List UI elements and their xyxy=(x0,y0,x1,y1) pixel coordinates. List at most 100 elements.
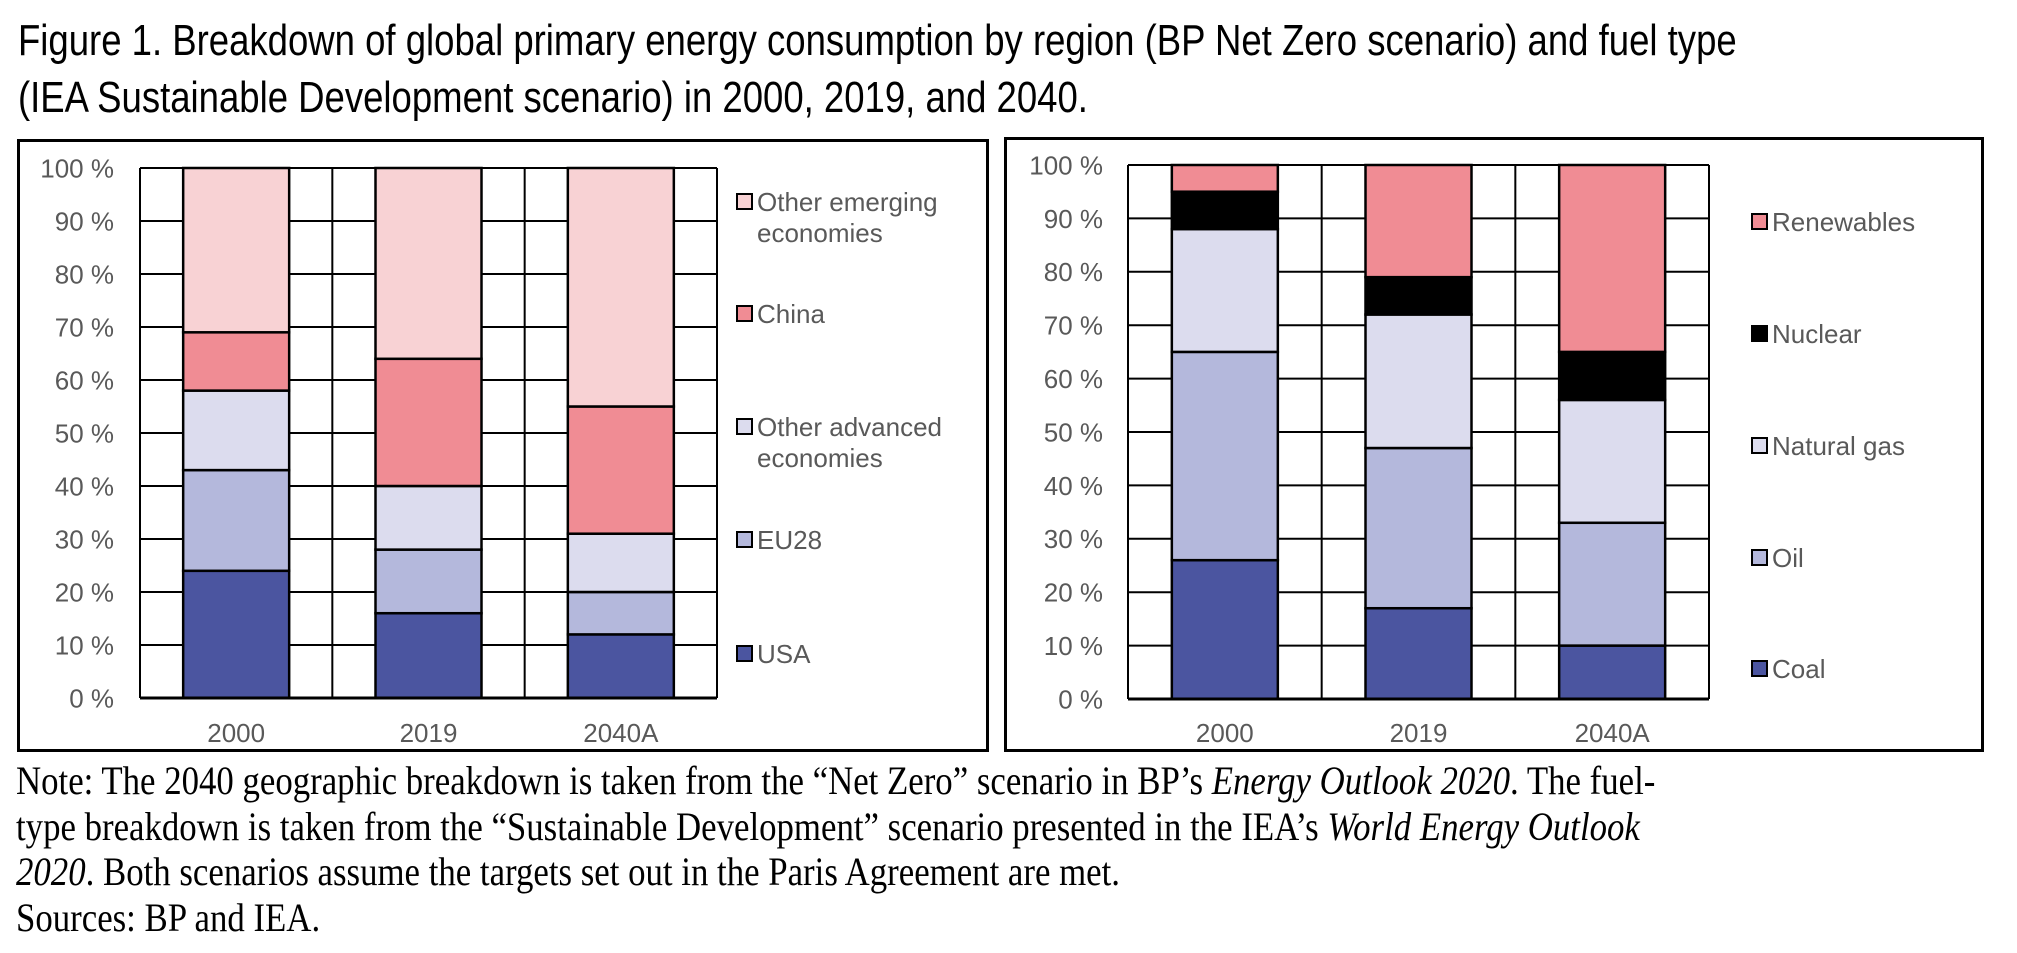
y-tick-label: 60 % xyxy=(1044,364,1103,394)
legend-swatch xyxy=(1751,660,1768,677)
bars xyxy=(181,166,676,700)
bar-segment-coal-2019 xyxy=(1364,606,1473,701)
bar-segment-usa-2040a xyxy=(566,633,676,700)
bar-segment-natural-gas-2019 xyxy=(1364,313,1473,450)
legend-swatch xyxy=(736,531,753,548)
bar-segment-nuclear-2019 xyxy=(1364,275,1473,316)
bar-segment-coal-2040a xyxy=(1557,644,1667,701)
legend-item-renewables: Renewables xyxy=(1751,207,1915,237)
legend-swatch xyxy=(736,418,753,435)
bar-segment-eu28-2040a xyxy=(566,590,676,636)
figure-title: Figure 1. Breakdown of global primary en… xyxy=(18,12,1737,126)
legend-label: USA xyxy=(757,639,811,669)
legend-label: Other advanced xyxy=(757,412,942,442)
y-tick-label: 60 % xyxy=(55,365,114,395)
x-tick-label: 2040A xyxy=(1575,718,1651,748)
note-text: . Both scenarios assume the targets set … xyxy=(85,849,1121,894)
region-chart-panel xyxy=(17,139,989,752)
y-tick-label: 50 % xyxy=(1044,417,1103,447)
legend-swatch xyxy=(736,645,753,662)
y-tick-label: 90 % xyxy=(55,206,114,236)
y-tick-label: 70 % xyxy=(1044,311,1103,341)
bar-stack-2040a xyxy=(1557,163,1667,701)
bar-segment-eu28-2000 xyxy=(181,468,291,573)
y-tick-label: 70 % xyxy=(55,312,114,342)
y-tick-label: 50 % xyxy=(55,418,114,448)
note-citation-world-energy-outlook: World Energy Outlook xyxy=(1327,803,1640,849)
note-citation-energy-outlook: Energy Outlook 2020 xyxy=(1211,758,1511,803)
bar-segment-oil-2000 xyxy=(1170,350,1280,562)
bar-segment-oil-2019 xyxy=(1364,446,1473,610)
bar-stack-2000 xyxy=(1170,163,1280,701)
bar-segment-other-emerging-economies-2019 xyxy=(374,166,483,361)
bar-segment-other-emerging-economies-2000 xyxy=(181,166,291,334)
legend-label: economies xyxy=(757,218,883,248)
legend-label: EU28 xyxy=(757,525,822,555)
note-text: . The fuel- xyxy=(1510,758,1656,803)
note-line-3: 2020. Both scenarios assume the targets … xyxy=(16,849,1982,895)
legend-item-nuclear: Nuclear xyxy=(1751,319,1862,349)
legend-label: Coal xyxy=(1772,654,1825,684)
figure-title-line-2: (IEA Sustainable Development scenario) i… xyxy=(18,73,1088,122)
y-tick-label: 80 % xyxy=(55,259,114,289)
note-text: Note: The 2040 geographic breakdown is t… xyxy=(16,758,1212,803)
y-tick-label: 20 % xyxy=(1044,578,1103,608)
legend-item-eu28: EU28 xyxy=(736,525,822,555)
bar-segment-other-emerging-economies-2040a xyxy=(566,166,676,408)
legend-label: Oil xyxy=(1772,543,1804,573)
bar-stack-2000 xyxy=(181,166,291,700)
bar-segment-eu28-2019 xyxy=(374,548,483,615)
x-tick-label: 2019 xyxy=(1390,718,1448,748)
figure-title-line-1: Figure 1. Breakdown of global primary en… xyxy=(18,16,1737,65)
y-tick-label: 100 % xyxy=(1029,150,1103,180)
bar-segment-other-advanced-economies-2000 xyxy=(181,389,291,472)
legend-item-usa: USA xyxy=(736,639,811,669)
legend-swatch xyxy=(1751,437,1768,454)
bar-segment-nuclear-2040a xyxy=(1557,350,1667,402)
note-line-1: Note: The 2040 geographic breakdown is t… xyxy=(16,758,1982,804)
bars xyxy=(1170,163,1667,701)
note-line-2: type breakdown is taken from the “Sustai… xyxy=(16,804,1982,850)
bar-segment-renewables-2019 xyxy=(1364,163,1473,279)
legend-swatch xyxy=(736,305,753,322)
bar-segment-oil-2040a xyxy=(1557,521,1667,647)
legend-item-coal: Coal xyxy=(1751,654,1825,684)
legend-swatch xyxy=(736,193,753,210)
y-tick-label: 100 % xyxy=(40,153,114,183)
y-tick-label: 40 % xyxy=(1044,471,1103,501)
bar-stack-2019 xyxy=(374,166,483,700)
bar-segment-other-advanced-economies-2019 xyxy=(374,484,483,551)
y-tick-label: 0 % xyxy=(1058,684,1103,714)
bar-segment-usa-2000 xyxy=(181,569,291,700)
note-citation-year: 2020 xyxy=(16,849,86,894)
y-tick-label: 90 % xyxy=(1044,204,1103,234)
legend-label: Renewables xyxy=(1772,207,1915,237)
x-tick-label: 2040A xyxy=(583,718,659,748)
x-tick-label: 2000 xyxy=(207,718,265,748)
bar-segment-renewables-2040a xyxy=(1557,163,1667,354)
y-tick-label: 80 % xyxy=(1044,257,1103,287)
bar-segment-nuclear-2000 xyxy=(1170,190,1280,231)
y-tick-label: 30 % xyxy=(55,524,114,554)
legend-item-china: China xyxy=(736,299,825,329)
bar-segment-renewables-2000 xyxy=(1170,163,1280,193)
y-tick-label: 0 % xyxy=(69,683,114,713)
legend-label: Other emerging xyxy=(757,187,938,217)
y-tick-label: 30 % xyxy=(1044,524,1103,554)
bar-segment-natural-gas-2000 xyxy=(1170,227,1280,354)
legend: Renewables Nuclear Natural gas Oil Coal xyxy=(1751,207,1915,684)
bar-segment-coal-2000 xyxy=(1170,558,1280,701)
legend-item-oil: Oil xyxy=(1751,543,1804,573)
legend-item-natural-gas: Natural gas xyxy=(1751,431,1905,461)
bar-segment-china-2019 xyxy=(374,357,483,488)
legend-label: Nuclear xyxy=(1772,319,1862,349)
legend-label: economies xyxy=(757,443,883,473)
bar-segment-china-2040a xyxy=(566,405,676,535)
bar-segment-china-2000 xyxy=(181,331,291,392)
y-tick-label: 10 % xyxy=(1044,631,1103,661)
legend-swatch xyxy=(1751,549,1768,566)
